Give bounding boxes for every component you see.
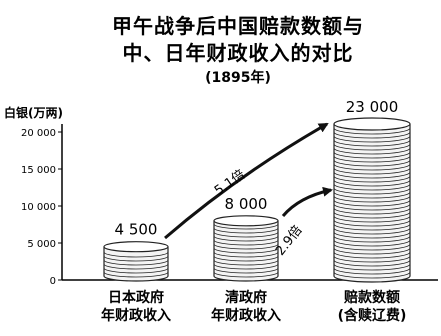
- category-label: (含赎辽费): [338, 307, 407, 324]
- category-label: 年财政收入: [211, 307, 281, 324]
- ratio-arrow: [281, 186, 333, 217]
- y-tick-label: 5 000: [27, 239, 56, 250]
- category-label: 清政府: [225, 289, 267, 306]
- bar-value-label: 4 500: [115, 221, 158, 239]
- category-label: 赔款数额: [343, 289, 400, 306]
- bar-value-label: 8 000: [225, 195, 268, 213]
- chart-subtitle: (1895年): [205, 69, 271, 86]
- bar-coin-stack: [333, 117, 411, 283]
- y-tick-label: 20 000: [21, 128, 56, 139]
- category-label: 日本政府: [108, 289, 164, 306]
- chart-title-line-1: 甲午战争后中国赔款数额与: [112, 14, 364, 38]
- ratio-arrow: [164, 122, 329, 240]
- y-tick-label: 0: [50, 276, 56, 287]
- bar-coin-stack: [103, 241, 169, 282]
- y-axis-label: 白银(万两): [4, 105, 63, 120]
- bar-value-label: 23 000: [346, 98, 399, 116]
- category-label: 年财政收入: [101, 307, 171, 324]
- y-tick-label: 10 000: [21, 202, 56, 213]
- chart-title-line-2: 中、日年财政收入的对比: [123, 41, 354, 65]
- bar-coin-stack: [213, 215, 279, 282]
- y-tick-label: 15 000: [21, 165, 56, 176]
